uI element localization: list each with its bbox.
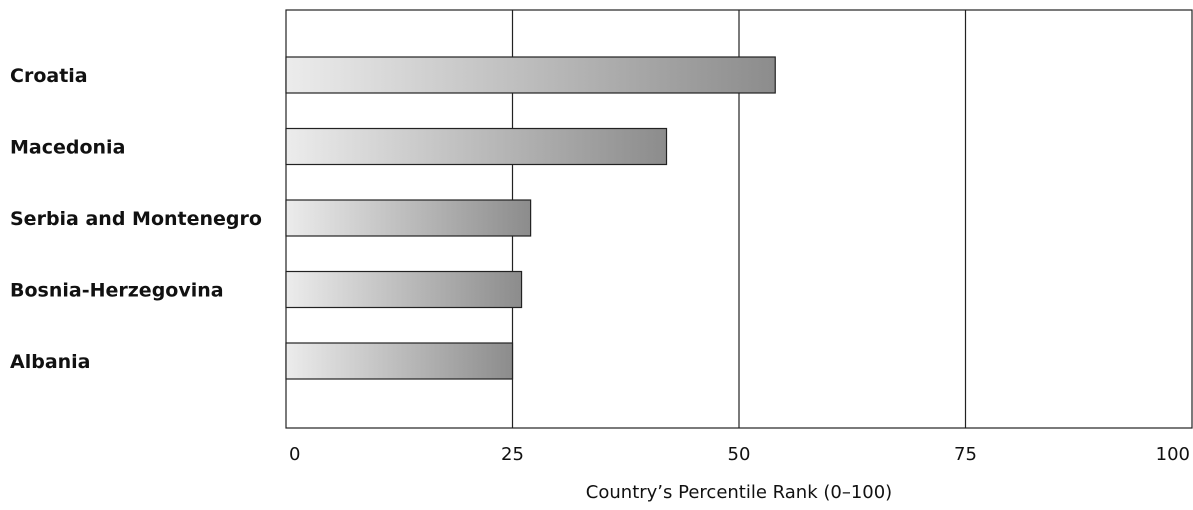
bar-bosnia-herzegovina [285,270,523,309]
x-tick-label: 100 [1156,444,1190,465]
x-tick-label: 75 [954,444,977,465]
category-label: Bosnia-Herzegovina [10,280,224,302]
bar-serbia-and-montenegro [285,199,532,237]
category-label: Serbia and Montenegro [10,208,262,230]
category-label: Croatia [10,65,88,87]
category-labels: Croatia Macedonia Serbia and Montenegro Bos… [10,65,262,373]
category-label: Albania [10,351,91,373]
bar-albania [285,342,514,380]
x-tick-label: 0 [289,444,300,465]
x-axis-title: Country’s Percentile Rank (0–100) [586,482,892,503]
bar-macedonia [285,127,668,166]
bar-croatia [285,56,776,94]
x-tick-labels: 0 25 50 75 100 [289,444,1190,465]
bars [285,56,776,380]
x-tick-label: 25 [501,444,524,465]
category-label: Macedonia [10,137,125,159]
x-tick-label: 50 [728,444,751,465]
